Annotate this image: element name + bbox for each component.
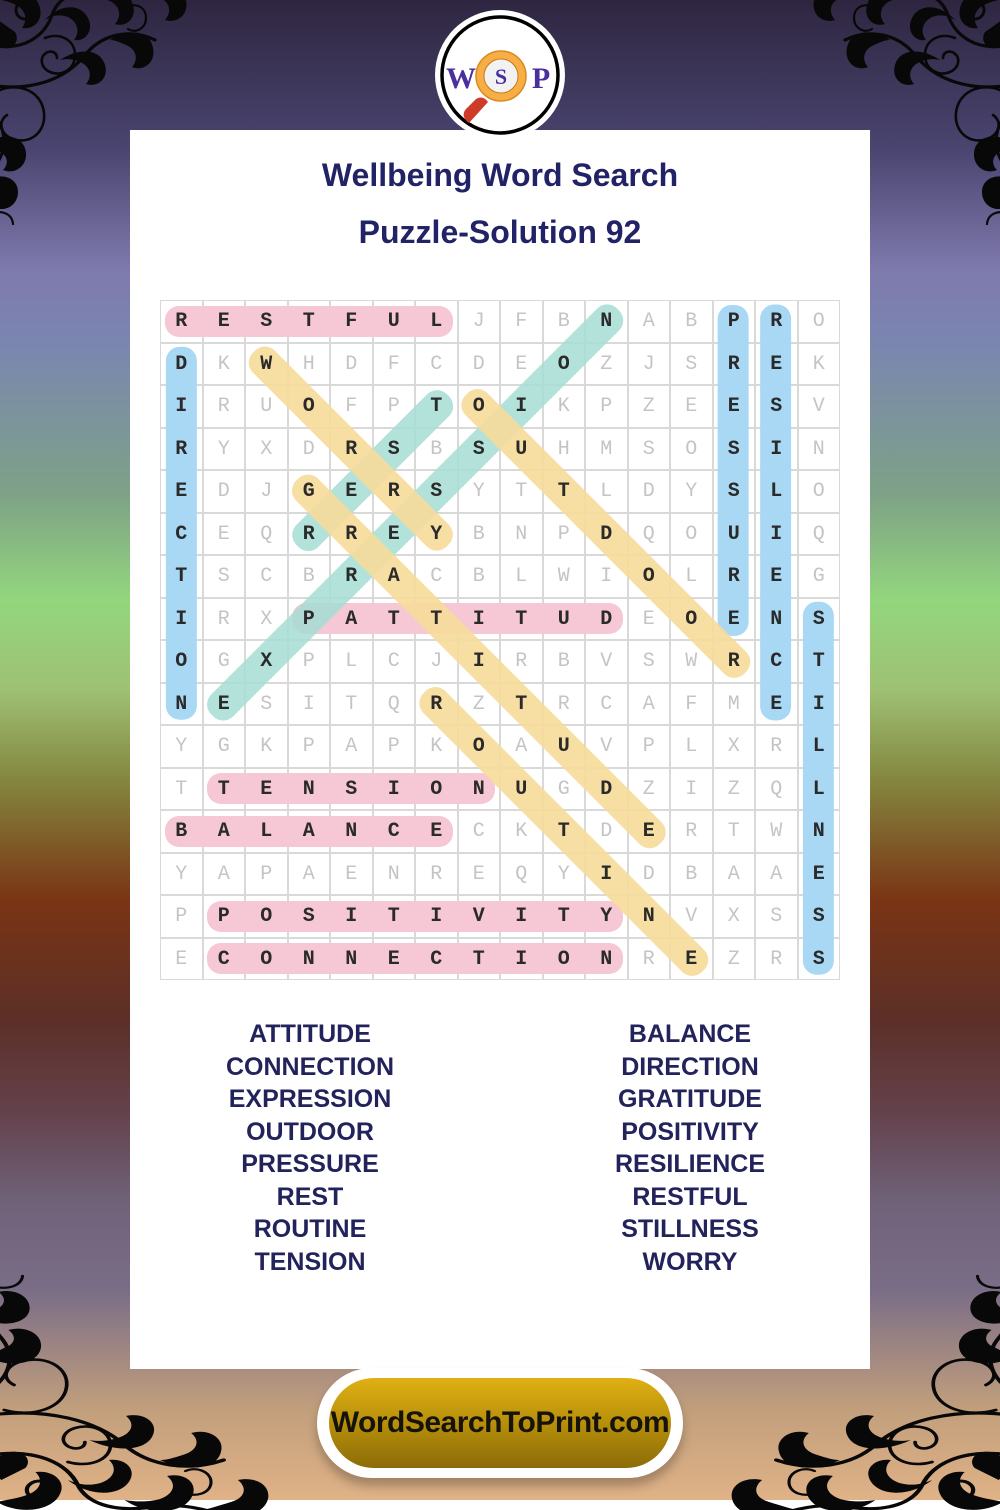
svg-text:W: W — [446, 62, 476, 95]
svg-text:S: S — [495, 64, 507, 89]
svg-text:P: P — [532, 62, 550, 95]
